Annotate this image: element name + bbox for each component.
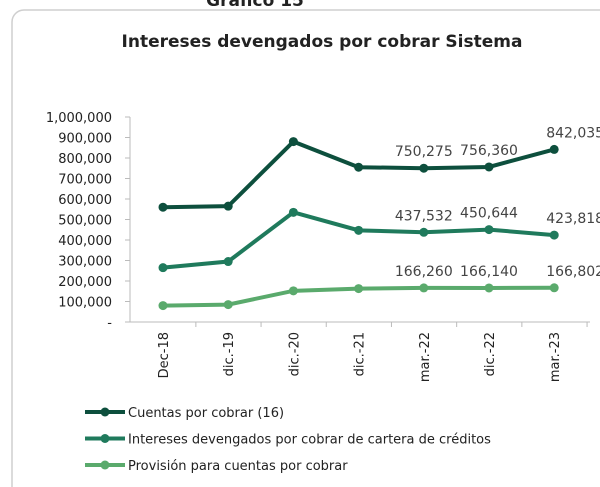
- data-label: 450,644: [460, 206, 518, 222]
- y-tick-label: 700,000: [58, 173, 112, 188]
- point: [549, 283, 559, 293]
- y-tick-label: 600,000: [58, 193, 112, 208]
- point: [223, 300, 233, 310]
- y-tick-label: 100,000: [58, 296, 112, 311]
- point: [419, 163, 429, 173]
- point: [419, 283, 429, 293]
- point: [549, 144, 559, 154]
- x-tick-label: Dec-18: [157, 332, 172, 378]
- chart-title: Intereses devengados por cobrar Sistema: [122, 32, 523, 52]
- point: [354, 162, 364, 172]
- page-heading: Gráfico 15: [206, 0, 304, 11]
- y-tick-label: -: [107, 316, 112, 331]
- y-tick-label: 200,000: [58, 275, 112, 290]
- legend-marker: [100, 434, 110, 443]
- legend-marker: [100, 407, 110, 417]
- data-label: 842,035: [546, 125, 600, 141]
- point: [419, 227, 429, 237]
- y-tick-label: 300,000: [58, 255, 112, 270]
- x-tick-label: mar.-22: [418, 332, 433, 382]
- point: [223, 201, 233, 211]
- point: [288, 286, 298, 296]
- point: [549, 230, 559, 240]
- point: [288, 207, 298, 217]
- y-tick-label: 500,000: [58, 214, 112, 229]
- point: [354, 284, 364, 294]
- data-label: 437,532: [395, 208, 453, 224]
- y-tick-label: 400,000: [58, 234, 112, 249]
- point: [158, 263, 168, 273]
- legend-label: Cuentas por cobrar (16): [128, 406, 284, 421]
- y-tick-label: 1,000,000: [46, 111, 112, 126]
- point: [288, 137, 298, 147]
- point: [223, 257, 233, 267]
- y-tick-label: 900,000: [58, 132, 112, 147]
- legend-marker: [100, 460, 110, 470]
- x-tick-label: dic.-20: [287, 332, 302, 376]
- point: [158, 202, 168, 212]
- point: [158, 301, 168, 311]
- x-tick-label: mar.-23: [548, 332, 563, 382]
- x-tick-label: dic.-19: [222, 332, 237, 376]
- legend-label: Provisión para cuentas por cobrar: [128, 459, 348, 474]
- data-label: 166,260: [395, 264, 453, 280]
- chart-frame: [11, 9, 600, 487]
- data-label: 423,818: [546, 211, 600, 227]
- data-label: 756,360: [460, 143, 518, 159]
- x-tick-label: dic.-21: [353, 332, 368, 376]
- y-tick-label: 800,000: [58, 152, 112, 167]
- legend-label: Intereses devengados por cobrar de carte…: [128, 433, 491, 448]
- data-label: 166,802: [546, 264, 600, 280]
- data-label: 750,275: [395, 144, 453, 160]
- point: [484, 283, 494, 293]
- x-tick-label: dic.-22: [483, 332, 498, 376]
- point: [484, 162, 494, 172]
- point: [354, 225, 364, 235]
- point: [484, 225, 494, 235]
- data-label: 166,140: [460, 264, 518, 280]
